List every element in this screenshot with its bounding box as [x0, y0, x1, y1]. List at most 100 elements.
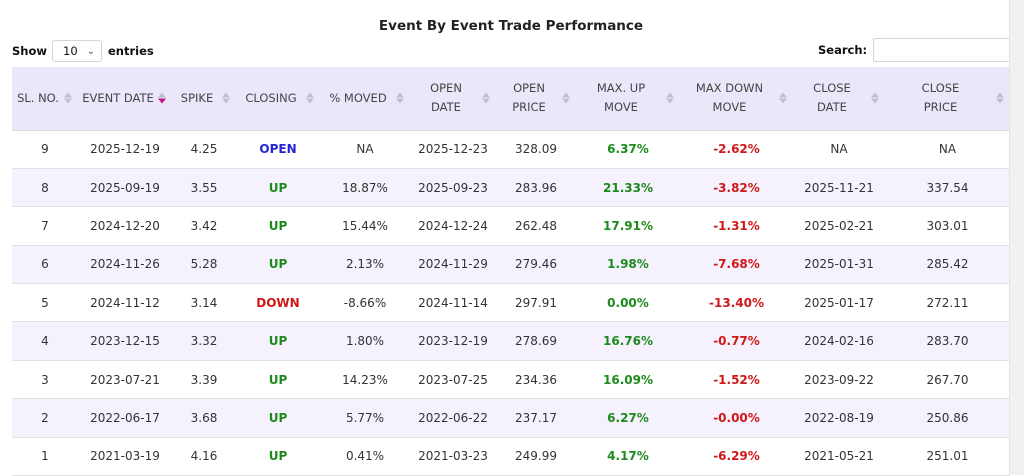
- table-row: 8 2025-09-19 3.55 UP 18.87% 2025-09-23 283.96 2…: [12, 168, 1010, 207]
- cell-close-price: 250.86: [926, 410, 969, 425]
- cell-open-date: 2024-11-29: [418, 257, 488, 272]
- cell-spike: 3.14: [190, 295, 218, 310]
- column-header-label: SL. NO.: [17, 90, 59, 105]
- column-header-label: CLOSE DATE: [813, 81, 851, 115]
- sort-icon: [396, 92, 404, 104]
- cell-percent-moved: 0.41%: [345, 449, 385, 464]
- cell-max-up-move: 16.76%: [603, 334, 653, 349]
- sort-icon: [996, 92, 1004, 104]
- cell-close-date: 2025-01-17: [804, 295, 874, 310]
- column-header-label: CLOSING: [245, 90, 297, 105]
- cell-sl-no: 9: [41, 142, 49, 157]
- cell-percent-moved: 14.23%: [342, 372, 388, 387]
- cell-close-date: NA: [830, 142, 848, 157]
- column-header-open-date[interactable]: OPEN DATE: [410, 67, 496, 131]
- cell-open-date: 2024-11-14: [418, 295, 488, 310]
- cell-closing: UP: [268, 257, 288, 272]
- entries-select-value: 10: [63, 44, 78, 58]
- cell-max-up-move: 16.09%: [603, 372, 653, 387]
- column-header-label: EVENT DATE: [82, 90, 154, 105]
- chevron-down-icon: ⌄: [86, 45, 95, 57]
- sort-icon: [64, 92, 72, 104]
- column-header-max-up-move[interactable]: MAX. UP MOVE: [576, 67, 680, 131]
- column-header-event-date[interactable]: EVENT DATE: [78, 67, 172, 131]
- table-row: 6 2024-11-26 5.28 UP 2.13% 2024-11-29 279.46 1.…: [12, 245, 1010, 284]
- cell-event-date: 2022-06-17: [90, 410, 160, 425]
- search-control: Search:: [818, 38, 1022, 62]
- column-header-close-price[interactable]: CLOSE PRICE: [885, 67, 1010, 131]
- cell-close-date: 2024-02-16: [804, 334, 874, 349]
- entries-select[interactable]: 10 ⌄: [52, 40, 102, 62]
- cell-max-down-move: -0.77%: [713, 334, 760, 349]
- cell-open-date: 2023-12-19: [418, 334, 488, 349]
- cell-percent-moved: 2.13%: [345, 257, 385, 272]
- cell-sl-no: 7: [41, 218, 49, 233]
- cell-event-date: 2025-12-19: [90, 142, 160, 157]
- cell-close-date: 2025-01-31: [804, 257, 874, 272]
- table-row: 7 2024-12-20 3.42 UP 15.44% 2024-12-24 262.48 1…: [12, 206, 1010, 246]
- cell-max-down-move: -3.82%: [713, 180, 760, 195]
- column-header-max-down-move[interactable]: MAX DOWN MOVE: [680, 67, 793, 131]
- cell-spike: 3.42: [190, 218, 218, 233]
- cell-open-date: 2021-03-23: [418, 449, 488, 464]
- column-header-sl-no[interactable]: SL. NO.: [12, 67, 78, 131]
- table-row: 1 2021-03-19 4.16 UP 0.41% 2021-03-23 249.99 4.…: [12, 437, 1010, 476]
- cell-closing: UP: [268, 180, 288, 195]
- cell-max-down-move: -7.68%: [713, 257, 760, 272]
- table-row: 3 2023-07-21 3.39 UP 14.23% 2023-07-25 234.36 1…: [12, 360, 1010, 399]
- column-header-spike[interactable]: SPIKE: [172, 67, 236, 131]
- column-header-label: OPEN: [513, 81, 545, 96]
- cell-open-date: 2023-07-25: [418, 372, 488, 387]
- cell-close-price: 267.70: [926, 372, 969, 387]
- table-body: 9 2025-12-19 4.25 OPEN NA 2025-12-23 328.09 6.3…: [12, 130, 1010, 476]
- cell-open-date: 2025-12-23: [418, 142, 488, 157]
- cell-max-down-move: -2.62%: [713, 142, 760, 157]
- cell-spike: 4.25: [190, 142, 218, 157]
- vertical-scrollbar[interactable]: [1009, 0, 1024, 475]
- column-header-closing[interactable]: CLOSING: [236, 67, 320, 131]
- cell-open-price: 328.09: [515, 142, 557, 157]
- cell-max-up-move: 6.37%: [607, 142, 649, 157]
- cell-close-price: 303.01: [926, 218, 969, 233]
- column-header--moved[interactable]: % MOVED: [320, 67, 410, 131]
- cell-sl-no: 8: [41, 180, 49, 195]
- cell-max-up-move: 17.91%: [603, 218, 653, 233]
- cell-closing: UP: [268, 410, 288, 425]
- cell-spike: 5.28: [190, 257, 218, 272]
- column-header-close-date[interactable]: CLOSE DATE: [793, 67, 885, 131]
- cell-close-date: 2025-11-21: [804, 180, 874, 195]
- cell-percent-moved: 18.87%: [342, 180, 388, 195]
- cell-event-date: 2023-12-15: [90, 334, 160, 349]
- cell-spike: 3.68: [190, 410, 218, 425]
- column-header-label: SPIKE: [180, 90, 214, 105]
- cell-close-price: 251.01: [926, 449, 969, 464]
- sort-desc-active-icon: [158, 92, 166, 104]
- cell-closing: UP: [268, 449, 288, 464]
- cell-close-price: 337.54: [926, 180, 969, 195]
- cell-close-price: 272.11: [926, 295, 969, 310]
- column-header-label: OPEN: [430, 81, 462, 96]
- cell-event-date: 2025-09-19: [90, 180, 160, 195]
- entries-length-control: Show 10 ⌄ entries: [12, 39, 154, 63]
- column-header-label: MAX DOWN: [695, 81, 764, 96]
- sort-icon: [871, 92, 879, 104]
- sort-icon: [222, 92, 230, 104]
- cell-max-up-move: 0.00%: [607, 295, 649, 310]
- cell-max-up-move: 6.27%: [607, 410, 649, 425]
- cell-spike: 3.39: [190, 372, 218, 387]
- cell-close-date: 2025-02-21: [804, 218, 874, 233]
- cell-close-date: 2021-05-21: [804, 449, 874, 464]
- cell-spike: 3.32: [190, 334, 218, 349]
- sort-icon: [306, 92, 314, 104]
- cell-max-down-move: -1.52%: [713, 372, 760, 387]
- cell-sl-no: 4: [41, 334, 49, 349]
- cell-open-price: 279.46: [515, 257, 557, 272]
- sort-icon: [562, 92, 570, 104]
- cell-percent-moved: 5.77%: [345, 410, 385, 425]
- column-header-open-price[interactable]: OPEN PRICE: [496, 67, 576, 131]
- table-row: 2 2022-06-17 3.68 UP 5.77% 2022-06-22 237.17 6.…: [12, 398, 1010, 438]
- cell-sl-no: 3: [41, 372, 49, 387]
- search-input[interactable]: [873, 38, 1022, 62]
- column-header-label-line2: MOVE: [712, 100, 747, 115]
- cell-open-price: 262.48: [515, 218, 557, 233]
